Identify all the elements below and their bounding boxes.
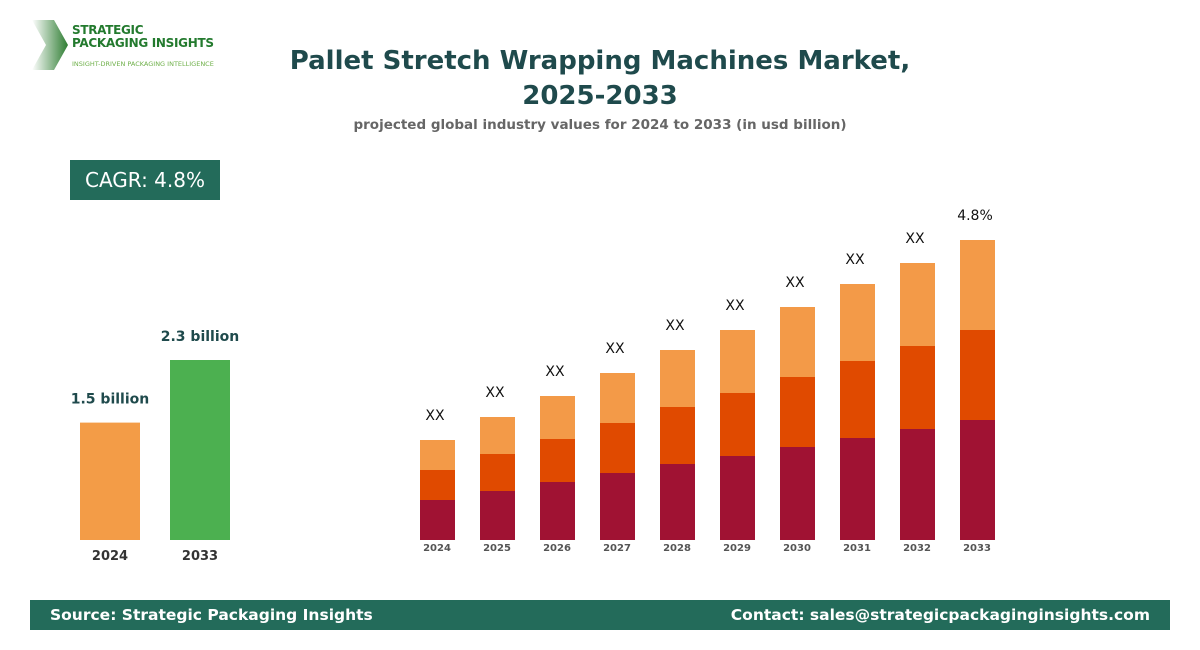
x-tick-label: 2029 <box>723 543 751 554</box>
stacked-bar-label: XX <box>665 318 685 334</box>
stacked-bar-segment-2030-0 <box>780 447 815 540</box>
stacked-bar-segment-2032-2 <box>900 263 935 346</box>
logo-name: STRATEGIC PACKAGING INSIGHTS <box>72 23 214 50</box>
stacked-bar-segment-2024-2 <box>420 440 455 470</box>
stacked-bar-segment-2026-2 <box>540 396 575 439</box>
contact-text[interactable]: Contact: sales@strategicpackaginginsight… <box>730 606 1150 624</box>
stacked-bar-segment-2027-0 <box>600 473 635 540</box>
stacked-bar-segment-2031-2 <box>840 284 875 361</box>
stacked-bar-label: XX <box>725 298 745 314</box>
stacked-bar-segment-2024-1 <box>420 470 455 500</box>
summary-bar-label: 2.3 billion <box>161 329 239 345</box>
stacked-bar-label: XX <box>905 231 925 247</box>
x-tick-label: 2025 <box>483 543 511 554</box>
stacked-bar-segment-2031-0 <box>840 438 875 540</box>
logo-chevron-icon <box>32 20 68 70</box>
x-tick-label: 2026 <box>543 543 571 554</box>
chart-title: Pallet Stretch Wrapping Machines Market,… <box>289 46 911 111</box>
stacked-bar-segment-2030-2 <box>780 307 815 377</box>
stacked-bar-label: XX <box>485 385 505 401</box>
x-tick-label: 2032 <box>903 543 931 554</box>
stacked-bar-segment-2024-0 <box>420 500 455 540</box>
stacked-bar-segment-2033-2 <box>960 240 995 330</box>
x-tick-label: 2027 <box>603 543 631 554</box>
stacked-bar-segment-2029-1 <box>720 393 755 456</box>
summary-x-tick: 2033 <box>182 549 218 564</box>
footer: Source: Strategic Packaging Insights Con… <box>30 600 1170 630</box>
x-tick-label: 2028 <box>663 543 691 554</box>
cagr-badge: CAGR: 4.8% <box>70 160 220 200</box>
stacked-bar-segment-2029-0 <box>720 456 755 540</box>
chart-subtitle: projected global industry values for 202… <box>353 117 847 133</box>
stacked-bar-segment-2033-0 <box>960 420 995 540</box>
summary-x-tick: 2024 <box>92 549 128 564</box>
stacked-bar-segment-2026-1 <box>540 439 575 482</box>
stacked-bar-label: XX <box>785 275 805 291</box>
stacked-bar-segment-2029-2 <box>720 330 755 393</box>
x-tick-label: 2030 <box>783 543 811 554</box>
stacked-bar-segment-2025-2 <box>480 417 515 454</box>
stacked-bar-segment-2032-1 <box>900 346 935 429</box>
stacked-bar-label: XX <box>845 252 865 268</box>
stacked-bar-segment-2025-0 <box>480 491 515 540</box>
stacked-bar-segment-2033-1 <box>960 330 995 420</box>
x-tick-label: 2024 <box>423 543 451 554</box>
source-text: Source: Strategic Packaging Insights <box>50 606 373 624</box>
stacked-bar-segment-2030-1 <box>780 377 815 447</box>
stacked-bar-segment-2031-1 <box>840 361 875 438</box>
x-tick-label: 2033 <box>963 543 991 554</box>
stacked-bar-label: 4.8% <box>957 208 993 224</box>
stacked-bar-label: XX <box>605 341 625 357</box>
stacked-bar-segment-2028-1 <box>660 407 695 464</box>
stacked-bar-segment-2025-1 <box>480 454 515 491</box>
stacked-bar-label: XX <box>425 408 445 424</box>
stacked-bar-segment-2032-0 <box>900 429 935 540</box>
summary-bar-label: 1.5 billion <box>71 392 149 408</box>
summary-bar-2033 <box>170 360 230 540</box>
stacked-bar-segment-2028-0 <box>660 464 695 540</box>
stacked-bar-segment-2027-1 <box>600 423 635 473</box>
summary-bar-2024 <box>80 422 140 540</box>
stacked-bar-label: XX <box>545 364 565 380</box>
logo-tagline: INSIGHT-DRIVEN PACKAGING INTELLIGENCE <box>72 60 214 68</box>
stacked-bar-segment-2026-0 <box>540 482 575 540</box>
x-tick-label: 2031 <box>843 543 871 554</box>
charts: 1.5 billion 2024 2.3 billion 2033 XX 2024 XX 20… <box>71 208 995 564</box>
stacked-bar-segment-2028-2 <box>660 350 695 407</box>
stacked-bar-segment-2027-2 <box>600 373 635 423</box>
